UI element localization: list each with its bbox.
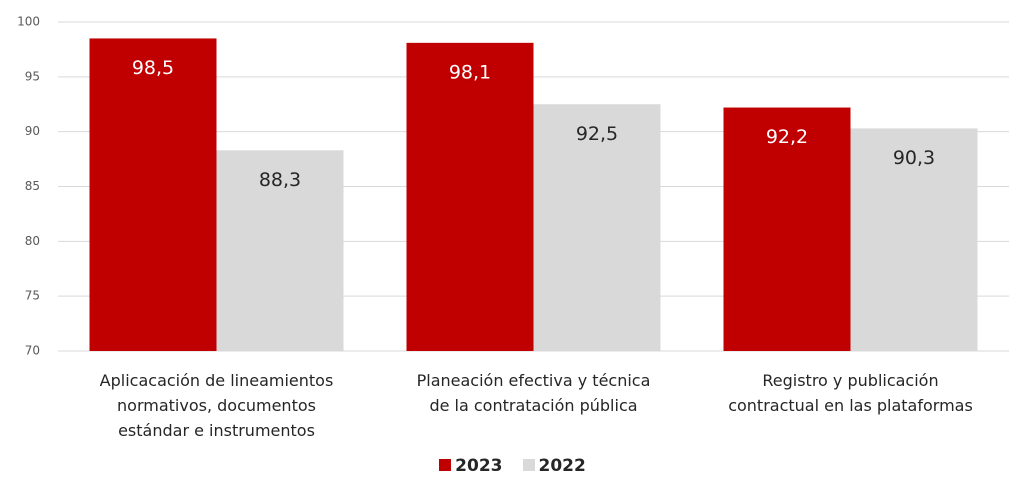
- bar: [723, 107, 851, 351]
- y-tick-label: 90: [25, 124, 40, 138]
- data-label: 88,3: [259, 169, 301, 191]
- x-tick-label: Aplicacación de lineamientos normativos,…: [99, 371, 334, 440]
- x-tick-label: Registro y publicación contractual en la…: [728, 371, 973, 415]
- data-label: 92,2: [766, 126, 808, 148]
- legend-label: 2022: [538, 456, 586, 476]
- legend-label: 2023: [455, 456, 503, 476]
- bar: [406, 42, 534, 351]
- y-tick-label: 85: [25, 179, 40, 193]
- y-tick-label: 80: [25, 234, 40, 248]
- legend-item: 2023: [439, 456, 503, 476]
- data-label: 90,3: [893, 147, 935, 169]
- legend-item: 2022: [522, 456, 586, 476]
- bar: [89, 38, 217, 351]
- y-tick-label: 70: [25, 344, 40, 358]
- legend-swatch: [439, 459, 452, 471]
- data-label: 92,5: [576, 123, 618, 145]
- data-label: 98,5: [132, 57, 174, 79]
- bar: [533, 104, 661, 351]
- legend: 2023 2022: [0, 456, 1025, 476]
- y-tick-label: 75: [25, 289, 40, 303]
- legend-swatch: [522, 459, 535, 471]
- y-tick-label: 100: [17, 15, 40, 29]
- bar: [850, 128, 978, 351]
- x-tick-label: Planeación efectiva y técnica de la cont…: [416, 371, 651, 415]
- data-label: 98,1: [449, 61, 491, 83]
- y-tick-label: 95: [25, 69, 40, 83]
- bar: [216, 150, 344, 351]
